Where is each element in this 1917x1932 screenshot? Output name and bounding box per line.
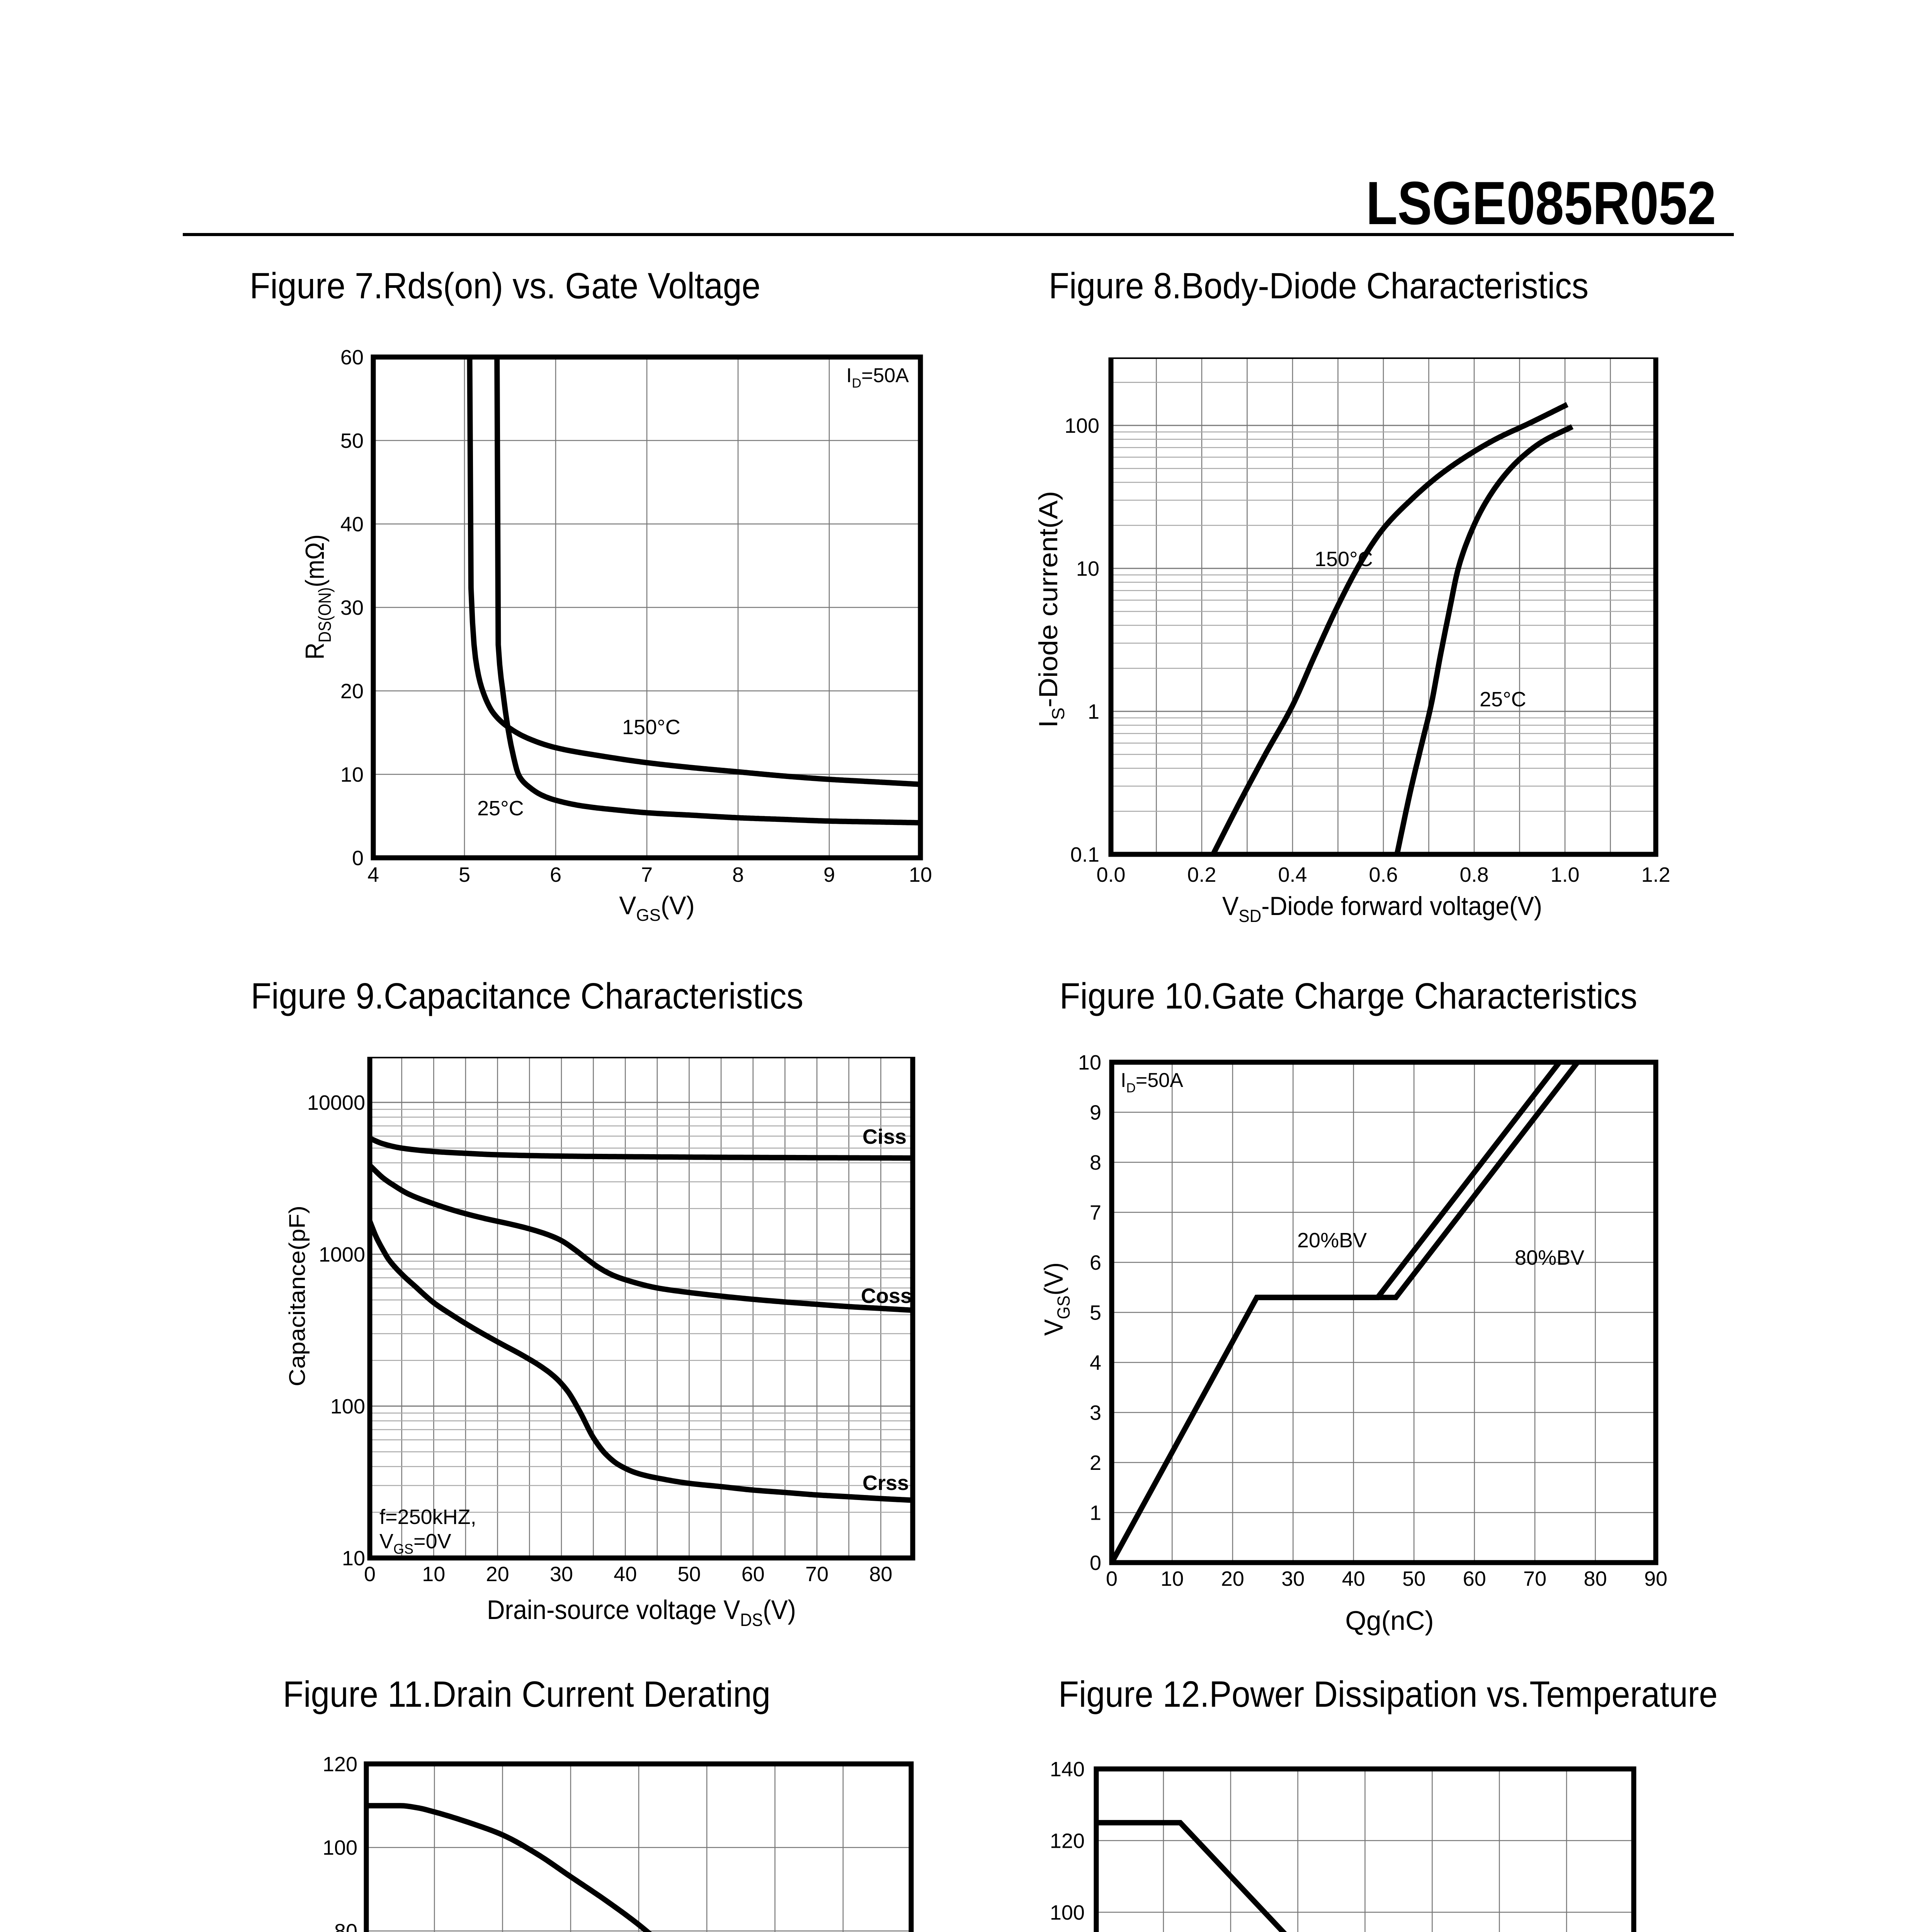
svg-text:Capacitance(pF): Capacitance(pF) <box>285 1206 310 1386</box>
svg-text:9: 9 <box>823 863 835 886</box>
svg-text:0: 0 <box>352 847 364 870</box>
svg-text:120: 120 <box>323 1753 357 1776</box>
svg-text:Figure 11.Drain Current Derati: Figure 11.Drain Current Derating <box>283 1674 771 1715</box>
svg-text:100: 100 <box>323 1836 357 1859</box>
svg-text:1: 1 <box>1088 700 1099 723</box>
svg-text:0: 0 <box>364 1563 376 1586</box>
svg-text:50: 50 <box>340 429 364 452</box>
svg-text:Figure 10.Gate Charge Characte: Figure 10.Gate Charge Characteristics <box>1060 976 1637 1017</box>
svg-text:60: 60 <box>340 346 364 369</box>
svg-text:50: 50 <box>677 1563 701 1586</box>
svg-text:10: 10 <box>1160 1567 1184 1590</box>
svg-text:100: 100 <box>330 1395 365 1418</box>
svg-text:140: 140 <box>1050 1758 1085 1781</box>
svg-text:RDS(ON)(mΩ): RDS(ON)(mΩ) <box>300 534 335 660</box>
svg-text:40: 40 <box>1342 1567 1365 1590</box>
svg-text:70: 70 <box>805 1563 828 1586</box>
svg-text:3: 3 <box>1090 1401 1101 1425</box>
svg-text:4: 4 <box>1090 1351 1101 1374</box>
svg-text:0.4: 0.4 <box>1278 863 1307 886</box>
svg-text:0: 0 <box>1090 1551 1101 1575</box>
svg-text:Figure 12.Power Dissipation vs: Figure 12.Power Dissipation vs.Temperatu… <box>1058 1674 1718 1715</box>
svg-text:80: 80 <box>334 1920 357 1932</box>
svg-text:VGS=0V: VGS=0V <box>379 1530 451 1557</box>
svg-text:0.8: 0.8 <box>1459 863 1488 886</box>
svg-text:100: 100 <box>1065 414 1099 437</box>
svg-text:80: 80 <box>869 1563 892 1586</box>
svg-text:120: 120 <box>1050 1829 1085 1852</box>
svg-text:ID=50A: ID=50A <box>846 364 909 391</box>
svg-text:0.2: 0.2 <box>1187 863 1216 886</box>
svg-text:5: 5 <box>1090 1301 1101 1325</box>
svg-text:ID=50A: ID=50A <box>1121 1069 1183 1095</box>
svg-text:8: 8 <box>732 863 744 886</box>
svg-text:Drain-source voltage VDS(V): Drain-source voltage VDS(V) <box>487 1595 796 1630</box>
svg-text:150°C: 150°C <box>1315 548 1373 571</box>
svg-text:30: 30 <box>550 1563 573 1586</box>
svg-text:30: 30 <box>1281 1567 1305 1590</box>
svg-text:Crss: Crss <box>862 1471 909 1495</box>
svg-text:10: 10 <box>1078 1051 1101 1074</box>
svg-text:20: 20 <box>486 1563 509 1586</box>
svg-text:20: 20 <box>1221 1567 1244 1590</box>
svg-text:VGS(V): VGS(V) <box>1039 1262 1073 1336</box>
svg-text:20: 20 <box>340 680 364 703</box>
svg-text:f=250kHZ,: f=250kHZ, <box>379 1505 476 1529</box>
svg-text:70: 70 <box>1523 1567 1546 1590</box>
svg-text:80: 80 <box>1584 1567 1607 1590</box>
svg-text:0.1: 0.1 <box>1070 843 1099 866</box>
svg-text:Coss: Coss <box>861 1284 912 1308</box>
svg-text:VGS(V): VGS(V) <box>619 891 695 925</box>
svg-text:10000: 10000 <box>307 1091 365 1114</box>
svg-text:100: 100 <box>1050 1901 1085 1924</box>
svg-text:20%BV: 20%BV <box>1297 1229 1367 1252</box>
svg-text:40: 40 <box>340 513 364 536</box>
svg-text:1000: 1000 <box>319 1243 365 1266</box>
svg-text:9: 9 <box>1090 1101 1101 1124</box>
svg-text:60: 60 <box>1463 1567 1486 1590</box>
svg-text:40: 40 <box>614 1563 637 1586</box>
svg-text:10: 10 <box>422 1563 445 1586</box>
svg-text:7: 7 <box>1090 1201 1101 1225</box>
svg-text:80%BV: 80%BV <box>1515 1246 1584 1269</box>
svg-text:Qg(nC): Qg(nC) <box>1345 1605 1434 1636</box>
svg-text:150°C: 150°C <box>622 716 680 739</box>
svg-text:2: 2 <box>1090 1451 1101 1475</box>
svg-text:0.0: 0.0 <box>1096 863 1125 886</box>
svg-text:LSGE085R052: LSGE085R052 <box>1366 169 1716 237</box>
svg-text:6: 6 <box>1090 1251 1101 1274</box>
svg-text:Ciss: Ciss <box>862 1125 907 1148</box>
svg-text:10: 10 <box>342 1547 365 1570</box>
svg-text:6: 6 <box>550 863 561 886</box>
svg-text:10: 10 <box>909 863 932 886</box>
svg-text:1.2: 1.2 <box>1641 863 1670 886</box>
svg-text:60: 60 <box>742 1563 765 1586</box>
svg-text:Figure 9.Capacitance Character: Figure 9.Capacitance Characteristics <box>251 976 803 1017</box>
svg-text:25°C: 25°C <box>1480 688 1526 711</box>
svg-text:30: 30 <box>340 596 364 619</box>
svg-text:Figure 7.Rds(on) vs. Gate Volt: Figure 7.Rds(on) vs. Gate Voltage <box>250 265 760 306</box>
svg-text:90: 90 <box>1644 1567 1667 1590</box>
svg-text:50: 50 <box>1402 1567 1425 1590</box>
svg-text:0: 0 <box>1106 1567 1118 1590</box>
svg-text:10: 10 <box>340 763 364 786</box>
svg-text:4: 4 <box>367 863 379 886</box>
svg-text:8: 8 <box>1090 1151 1101 1174</box>
svg-text:Figure 8.Body-Diode Characteri: Figure 8.Body-Diode Characteristics <box>1049 265 1589 306</box>
svg-text:25°C: 25°C <box>477 797 524 820</box>
svg-text:1.0: 1.0 <box>1550 863 1579 886</box>
svg-text:5: 5 <box>459 863 470 886</box>
svg-text:7: 7 <box>641 863 653 886</box>
svg-text:VSD-Diode forward voltage(V): VSD-Diode forward voltage(V) <box>1222 891 1542 926</box>
svg-text:0.6: 0.6 <box>1369 863 1398 886</box>
svg-text:1: 1 <box>1090 1502 1101 1525</box>
svg-text:IS-Diode current(A): IS-Diode current(A) <box>1034 491 1068 728</box>
svg-text:10: 10 <box>1076 557 1099 580</box>
